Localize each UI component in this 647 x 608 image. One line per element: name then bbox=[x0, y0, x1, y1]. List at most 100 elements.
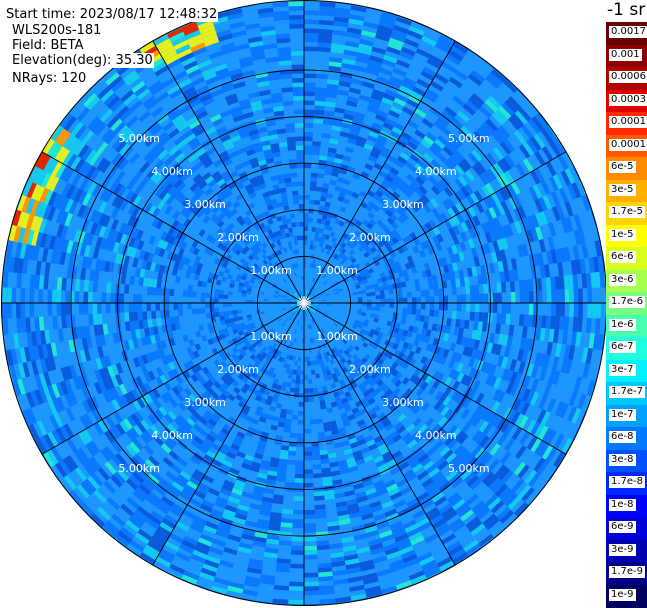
data-cell bbox=[16, 303, 21, 318]
data-cell bbox=[407, 292, 412, 298]
data-cell bbox=[294, 496, 304, 501]
data-cell bbox=[293, 92, 304, 97]
data-cell bbox=[285, 419, 292, 424]
data-cell bbox=[412, 297, 417, 303]
data-cell bbox=[425, 290, 430, 297]
data-cell bbox=[424, 316, 429, 323]
data-cell bbox=[210, 308, 215, 313]
data-cell bbox=[551, 303, 556, 316]
data-cell bbox=[304, 474, 313, 479]
data-cell bbox=[21, 288, 26, 303]
range-ring-label: 2.00km bbox=[349, 231, 391, 244]
data-cell bbox=[165, 288, 170, 296]
data-cell bbox=[403, 298, 408, 303]
data-cell bbox=[133, 294, 138, 303]
data-cell bbox=[470, 312, 475, 321]
data-cell bbox=[288, 6, 304, 11]
data-cell bbox=[165, 296, 170, 303]
data-cell bbox=[183, 290, 188, 297]
data-cell bbox=[293, 200, 299, 205]
colorbar-tick-label: 0.001 bbox=[609, 49, 642, 61]
data-cell bbox=[223, 295, 228, 299]
data-cell bbox=[304, 586, 319, 591]
data-cell bbox=[367, 299, 372, 303]
data-cell bbox=[560, 289, 565, 303]
data-cell bbox=[304, 375, 308, 380]
data-cell bbox=[416, 309, 421, 315]
data-cell bbox=[416, 297, 421, 303]
data-cell bbox=[48, 303, 53, 316]
data-cell bbox=[479, 312, 484, 322]
range-ring-label: 5.00km bbox=[448, 462, 490, 475]
data-cell bbox=[219, 294, 224, 299]
data-cell bbox=[246, 300, 251, 303]
colorbar-tick-label: 1e-9 bbox=[609, 589, 636, 601]
data-cell bbox=[291, 182, 298, 187]
data-cell bbox=[314, 110, 324, 115]
data-cell bbox=[309, 397, 314, 402]
data-cell bbox=[52, 290, 57, 303]
range-ring-label: 3.00km bbox=[382, 396, 424, 409]
range-ring-label: 1.00km bbox=[250, 330, 292, 343]
data-cell bbox=[200, 298, 205, 303]
data-cell bbox=[312, 446, 320, 451]
data-cell bbox=[296, 370, 300, 375]
data-cell bbox=[304, 429, 311, 434]
data-cell bbox=[293, 96, 304, 101]
data-cell bbox=[133, 303, 138, 312]
data-cell bbox=[297, 236, 301, 241]
data-cell bbox=[201, 308, 206, 314]
data-cell bbox=[574, 289, 579, 303]
data-cell bbox=[170, 317, 175, 324]
data-cell bbox=[7, 287, 12, 303]
data-cell bbox=[297, 164, 304, 169]
data-cell bbox=[407, 303, 412, 309]
data-cell bbox=[439, 303, 444, 310]
data-cell bbox=[284, 173, 291, 178]
data-cell bbox=[296, 222, 300, 227]
data-cell bbox=[84, 280, 89, 292]
data-cell bbox=[529, 291, 534, 303]
data-cell bbox=[124, 312, 129, 322]
data-cell bbox=[415, 285, 420, 292]
data-cell bbox=[388, 289, 393, 294]
data-cell bbox=[192, 291, 197, 297]
data-cell bbox=[296, 375, 300, 380]
data-cell bbox=[304, 447, 312, 452]
data-cell bbox=[48, 290, 53, 303]
data-cell bbox=[401, 318, 406, 324]
data-cell bbox=[106, 282, 111, 293]
data-cell bbox=[289, 164, 297, 169]
data-cell bbox=[556, 303, 561, 316]
data-cell bbox=[452, 287, 457, 295]
data-cell bbox=[295, 388, 300, 393]
range-ring-label: 2.00km bbox=[217, 231, 259, 244]
data-cell bbox=[287, 137, 296, 142]
data-cell bbox=[380, 303, 385, 307]
colorbar-tick-label: 3e-9 bbox=[609, 544, 636, 556]
range-ring-label: 3.00km bbox=[184, 198, 226, 211]
data-cell bbox=[401, 281, 406, 287]
data-cell bbox=[66, 291, 71, 303]
data-cell bbox=[496, 282, 501, 293]
data-cell bbox=[493, 303, 498, 313]
data-cell bbox=[497, 293, 502, 303]
range-ring-label: 3.00km bbox=[382, 198, 424, 211]
data-cell bbox=[371, 307, 376, 311]
data-cell bbox=[97, 303, 102, 314]
data-cell bbox=[30, 289, 35, 303]
data-cell bbox=[296, 460, 304, 465]
data-cell bbox=[304, 195, 310, 200]
data-cell bbox=[313, 387, 318, 392]
data-cell bbox=[291, 550, 304, 555]
data-cell bbox=[290, 173, 297, 178]
data-cell bbox=[289, 582, 304, 587]
data-cell bbox=[304, 582, 319, 587]
data-cell bbox=[510, 281, 515, 292]
data-cell bbox=[304, 213, 309, 218]
data-cell bbox=[304, 92, 315, 97]
data-cell bbox=[420, 290, 425, 297]
data-cell bbox=[519, 314, 524, 326]
data-cell bbox=[380, 290, 385, 295]
data-cell bbox=[147, 287, 152, 295]
